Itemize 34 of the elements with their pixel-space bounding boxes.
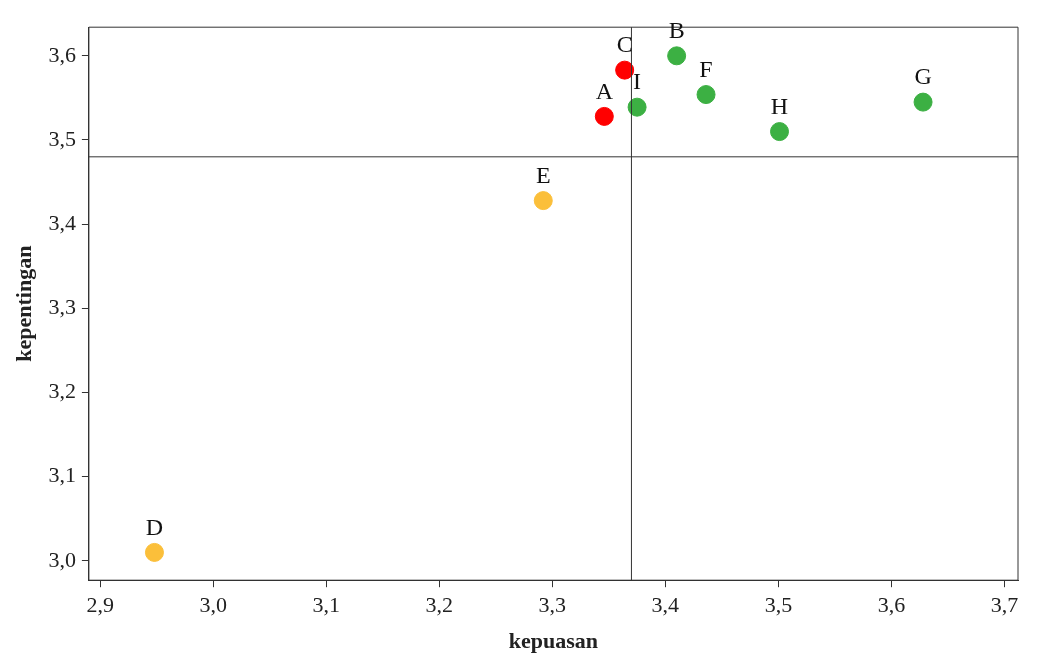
annotation: F — [699, 55, 713, 82]
y-tick-label: 3,0 — [48, 546, 76, 572]
annotation: I — [633, 68, 642, 95]
annotation: A — [595, 77, 614, 104]
x-tick-label: 3,0 — [199, 592, 227, 618]
x-axis-title: kepuasan — [508, 628, 599, 654]
point — [144, 542, 164, 562]
x-tick-label: 3,7 — [990, 592, 1019, 618]
y-tick-label: 3,5 — [48, 125, 76, 151]
point — [913, 92, 933, 112]
point — [627, 97, 647, 117]
x-tick-label: 3,3 — [538, 592, 567, 618]
annotation: D — [145, 513, 164, 540]
x-tick-label: 3,2 — [425, 592, 454, 618]
y-tick-label: 3,1 — [48, 462, 76, 488]
y-tick-label: 3,6 — [48, 41, 76, 67]
point — [696, 85, 716, 105]
point — [594, 106, 614, 126]
y-axis-title: kepentingan — [10, 245, 36, 362]
point — [615, 60, 635, 80]
point — [667, 46, 687, 66]
x-tick-label: 3,4 — [651, 592, 680, 618]
y-tick-label: 3,2 — [48, 378, 76, 404]
annotation: G — [914, 63, 932, 90]
y-tick-label: 3,3 — [48, 294, 76, 320]
point — [770, 122, 790, 142]
x-tick-label: 3,6 — [877, 592, 906, 618]
annotation: E — [535, 161, 551, 188]
point — [533, 191, 553, 211]
x-tick-label: 3,5 — [764, 592, 793, 618]
y-tick-label: 3,4 — [48, 209, 76, 235]
x-tick-label: 2,9 — [86, 592, 114, 618]
annotation: H — [770, 92, 789, 119]
x-tick-label: 3,1 — [312, 592, 341, 618]
